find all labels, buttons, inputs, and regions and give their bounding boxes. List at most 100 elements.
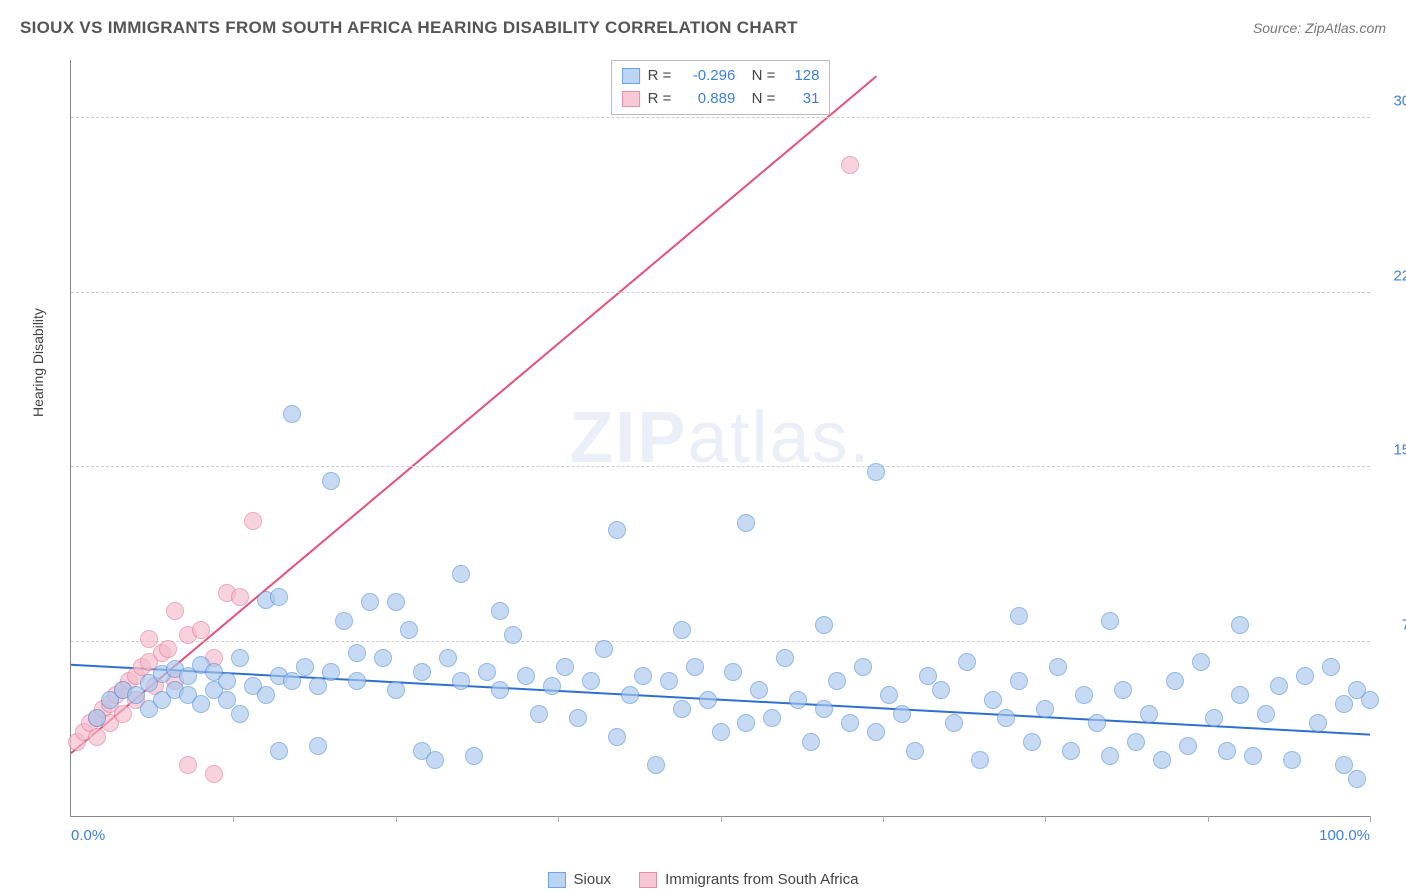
point-blue bbox=[984, 691, 1002, 709]
y-axis-label: Hearing Disability bbox=[30, 308, 46, 417]
point-blue bbox=[218, 672, 236, 690]
stats-legend-box: R =-0.296 N =128R =0.889 N =31 bbox=[611, 60, 831, 115]
point-blue bbox=[257, 686, 275, 704]
swatch-icon bbox=[622, 91, 640, 107]
point-blue bbox=[712, 723, 730, 741]
plot-area: ZIPatlas. R =-0.296 N =128R =0.889 N =31… bbox=[70, 60, 1370, 817]
point-blue bbox=[1348, 770, 1366, 788]
chart-container: Hearing Disability ZIPatlas. R =-0.296 N… bbox=[50, 60, 1370, 837]
point-blue bbox=[478, 663, 496, 681]
gridline-h bbox=[71, 117, 1370, 118]
stat-r-value: 0.889 bbox=[679, 88, 735, 111]
point-pink bbox=[192, 621, 210, 639]
point-blue bbox=[1036, 700, 1054, 718]
point-blue bbox=[426, 751, 444, 769]
point-blue bbox=[1062, 742, 1080, 760]
tick-v bbox=[558, 816, 559, 822]
point-blue bbox=[737, 714, 755, 732]
stat-r-label: R = bbox=[648, 65, 672, 88]
swatch-icon bbox=[548, 872, 566, 888]
swatch-icon bbox=[622, 68, 640, 84]
point-blue bbox=[1075, 686, 1093, 704]
point-blue bbox=[789, 691, 807, 709]
point-blue bbox=[439, 649, 457, 667]
gridline-h bbox=[71, 466, 1370, 467]
point-pink bbox=[244, 512, 262, 530]
point-pink bbox=[166, 602, 184, 620]
point-blue bbox=[608, 521, 626, 539]
point-blue bbox=[322, 472, 340, 490]
point-blue bbox=[348, 644, 366, 662]
point-blue bbox=[88, 709, 106, 727]
point-blue bbox=[465, 747, 483, 765]
point-blue bbox=[231, 649, 249, 667]
gridline-h bbox=[71, 641, 1370, 642]
point-blue bbox=[491, 602, 509, 620]
point-pink bbox=[159, 640, 177, 658]
point-blue bbox=[335, 612, 353, 630]
tick-v bbox=[396, 816, 397, 822]
ytick-label: 22.5% bbox=[1393, 267, 1406, 284]
point-blue bbox=[192, 695, 210, 713]
point-blue bbox=[309, 737, 327, 755]
point-blue bbox=[1127, 733, 1145, 751]
point-blue bbox=[283, 405, 301, 423]
point-blue bbox=[296, 658, 314, 676]
point-blue bbox=[932, 681, 950, 699]
point-blue bbox=[997, 709, 1015, 727]
stat-n-value: 31 bbox=[783, 88, 819, 111]
point-blue bbox=[1335, 695, 1353, 713]
stats-row: R =-0.296 N =128 bbox=[622, 65, 820, 88]
point-blue bbox=[1010, 672, 1028, 690]
tick-v bbox=[1370, 816, 1371, 822]
point-blue bbox=[699, 691, 717, 709]
point-blue bbox=[569, 709, 587, 727]
point-blue bbox=[763, 709, 781, 727]
point-blue bbox=[737, 514, 755, 532]
point-blue bbox=[1218, 742, 1236, 760]
point-blue bbox=[270, 742, 288, 760]
point-blue bbox=[543, 677, 561, 695]
point-blue bbox=[1166, 672, 1184, 690]
point-blue bbox=[673, 700, 691, 718]
point-blue bbox=[387, 681, 405, 699]
point-blue bbox=[1296, 667, 1314, 685]
point-blue bbox=[582, 672, 600, 690]
tick-v bbox=[1208, 816, 1209, 822]
stat-r-label: R = bbox=[648, 88, 672, 111]
tick-v bbox=[233, 816, 234, 822]
point-blue bbox=[1049, 658, 1067, 676]
point-blue bbox=[1205, 709, 1223, 727]
point-blue bbox=[776, 649, 794, 667]
chart-title: SIOUX VS IMMIGRANTS FROM SOUTH AFRICA HE… bbox=[20, 18, 798, 38]
legend-label: Sioux bbox=[574, 871, 612, 888]
point-blue bbox=[1010, 607, 1028, 625]
ytick-label: 7.5% bbox=[1402, 616, 1406, 633]
stat-r-value: -0.296 bbox=[679, 65, 735, 88]
point-blue bbox=[621, 686, 639, 704]
legend-item: Sioux bbox=[548, 871, 612, 888]
point-blue bbox=[1101, 612, 1119, 630]
tick-v bbox=[883, 816, 884, 822]
point-pink bbox=[205, 765, 223, 783]
point-blue bbox=[867, 463, 885, 481]
point-blue bbox=[452, 672, 470, 690]
point-blue bbox=[1361, 691, 1379, 709]
point-blue bbox=[906, 742, 924, 760]
point-blue bbox=[504, 626, 522, 644]
point-blue bbox=[491, 681, 509, 699]
point-blue bbox=[1231, 686, 1249, 704]
point-blue bbox=[673, 621, 691, 639]
point-blue bbox=[854, 658, 872, 676]
point-blue bbox=[1309, 714, 1327, 732]
trendline-pink bbox=[71, 76, 876, 753]
series-legend: SiouxImmigrants from South Africa bbox=[0, 871, 1406, 888]
point-blue bbox=[452, 565, 470, 583]
ytick-label: 30.0% bbox=[1393, 93, 1406, 110]
point-blue bbox=[374, 649, 392, 667]
point-blue bbox=[971, 751, 989, 769]
point-blue bbox=[530, 705, 548, 723]
point-blue bbox=[1101, 747, 1119, 765]
point-blue bbox=[724, 663, 742, 681]
point-blue bbox=[1283, 751, 1301, 769]
